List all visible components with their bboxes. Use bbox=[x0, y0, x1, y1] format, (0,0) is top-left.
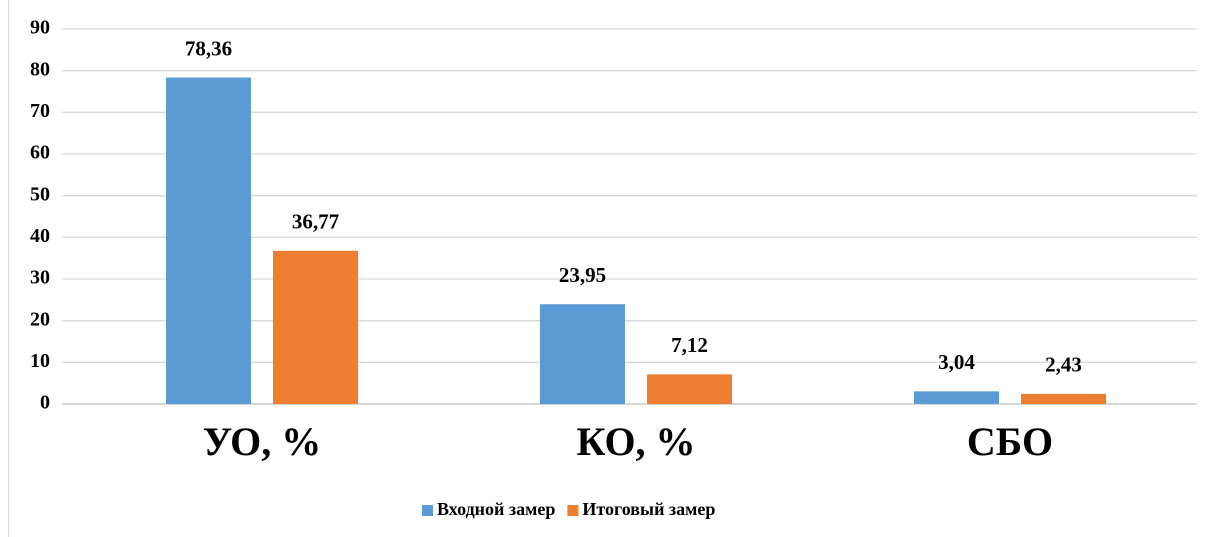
x-tick-label: КО, % bbox=[576, 419, 695, 464]
data-label: 7,12 bbox=[671, 333, 708, 357]
y-tick-label: 70 bbox=[30, 100, 50, 122]
y-tick-label: 80 bbox=[30, 58, 50, 80]
bar bbox=[273, 250, 358, 404]
y-tick-label: 90 bbox=[30, 17, 50, 39]
y-tick-label: 60 bbox=[30, 142, 50, 164]
bar bbox=[647, 374, 732, 404]
y-tick-label: 20 bbox=[30, 308, 50, 330]
legend-swatch bbox=[422, 505, 433, 516]
data-label: 36,77 bbox=[292, 210, 339, 234]
legend-label: Итоговый замер bbox=[582, 499, 715, 519]
bar bbox=[540, 304, 625, 404]
data-label: 2,43 bbox=[1045, 353, 1082, 377]
x-tick-label: СБО bbox=[967, 419, 1053, 464]
y-tick-label: 30 bbox=[30, 267, 50, 289]
x-tick-label: УО, % bbox=[203, 419, 321, 464]
y-tick-label: 10 bbox=[30, 350, 50, 372]
data-label: 3,04 bbox=[938, 350, 975, 374]
y-tick-label: 40 bbox=[30, 225, 50, 247]
data-label: 78,36 bbox=[185, 36, 232, 60]
legend-label: Входной замер bbox=[437, 499, 555, 519]
y-tick-label: 0 bbox=[40, 392, 50, 414]
legend-swatch bbox=[567, 505, 579, 516]
data-label: 23,95 bbox=[559, 263, 606, 287]
bar bbox=[914, 391, 999, 404]
bar bbox=[166, 77, 251, 404]
y-tick-label: 50 bbox=[30, 183, 50, 205]
bar bbox=[1021, 393, 1106, 404]
